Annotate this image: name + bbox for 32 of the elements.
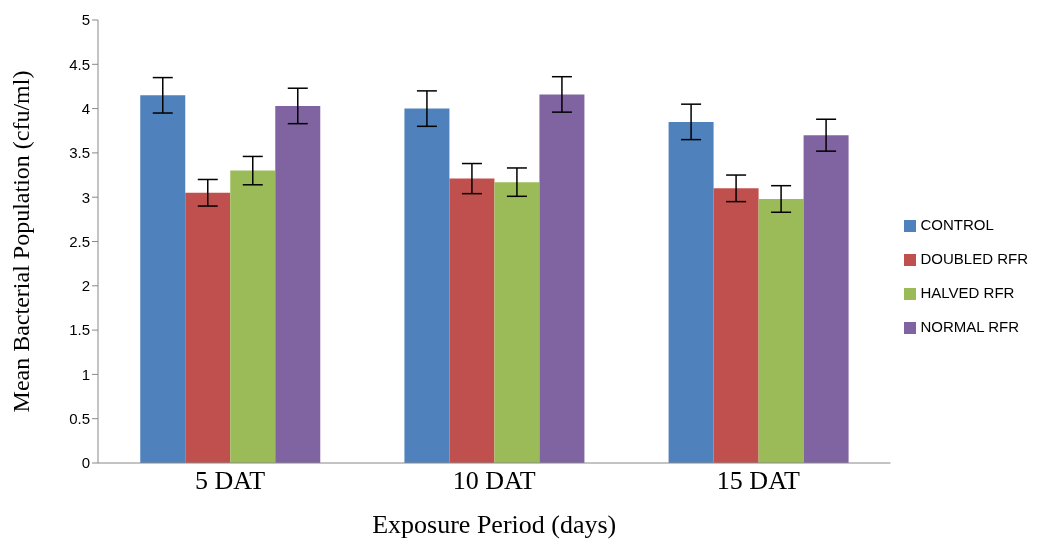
y-tick-label: 2 (81, 277, 90, 295)
bar (404, 108, 450, 463)
bar (449, 178, 495, 463)
bar (275, 105, 321, 463)
bar (494, 182, 540, 463)
bar (185, 192, 231, 463)
x-tick-label: 5 DAT (195, 466, 266, 496)
y-tick-label: 4.5 (69, 55, 90, 73)
y-tick-label: 1 (81, 365, 90, 383)
x-axis-title: Exposure Period (days) (372, 510, 617, 539)
y-tick-label: 5 (81, 11, 90, 29)
legend-label: DOUBLED RFR (920, 249, 1028, 267)
bar (668, 121, 714, 463)
y-tick-label: 3 (81, 188, 90, 206)
legend-label: NORMAL RFR (920, 317, 1020, 335)
bar (140, 95, 186, 463)
y-axis-title: Mean Bacterial Population (cfu/ml) (7, 70, 34, 413)
y-tick-label: 4 (81, 99, 90, 117)
bar (803, 135, 849, 463)
bar (539, 94, 585, 463)
x-tick-label: 10 DAT (452, 466, 536, 496)
y-tick-label: 0.5 (69, 410, 90, 428)
y-tick-label: 3.5 (69, 144, 90, 162)
legend-label: CONTROL (920, 215, 994, 233)
x-tick-label: 15 DAT (716, 466, 801, 496)
bar (713, 188, 759, 463)
legend-label: HALVED RFR (920, 283, 1015, 301)
y-tick-label: 0 (81, 454, 90, 472)
y-tick-label: 2.5 (69, 232, 90, 250)
y-tick-label: 1.5 (69, 321, 90, 339)
bar (758, 198, 804, 463)
bar (230, 170, 276, 463)
